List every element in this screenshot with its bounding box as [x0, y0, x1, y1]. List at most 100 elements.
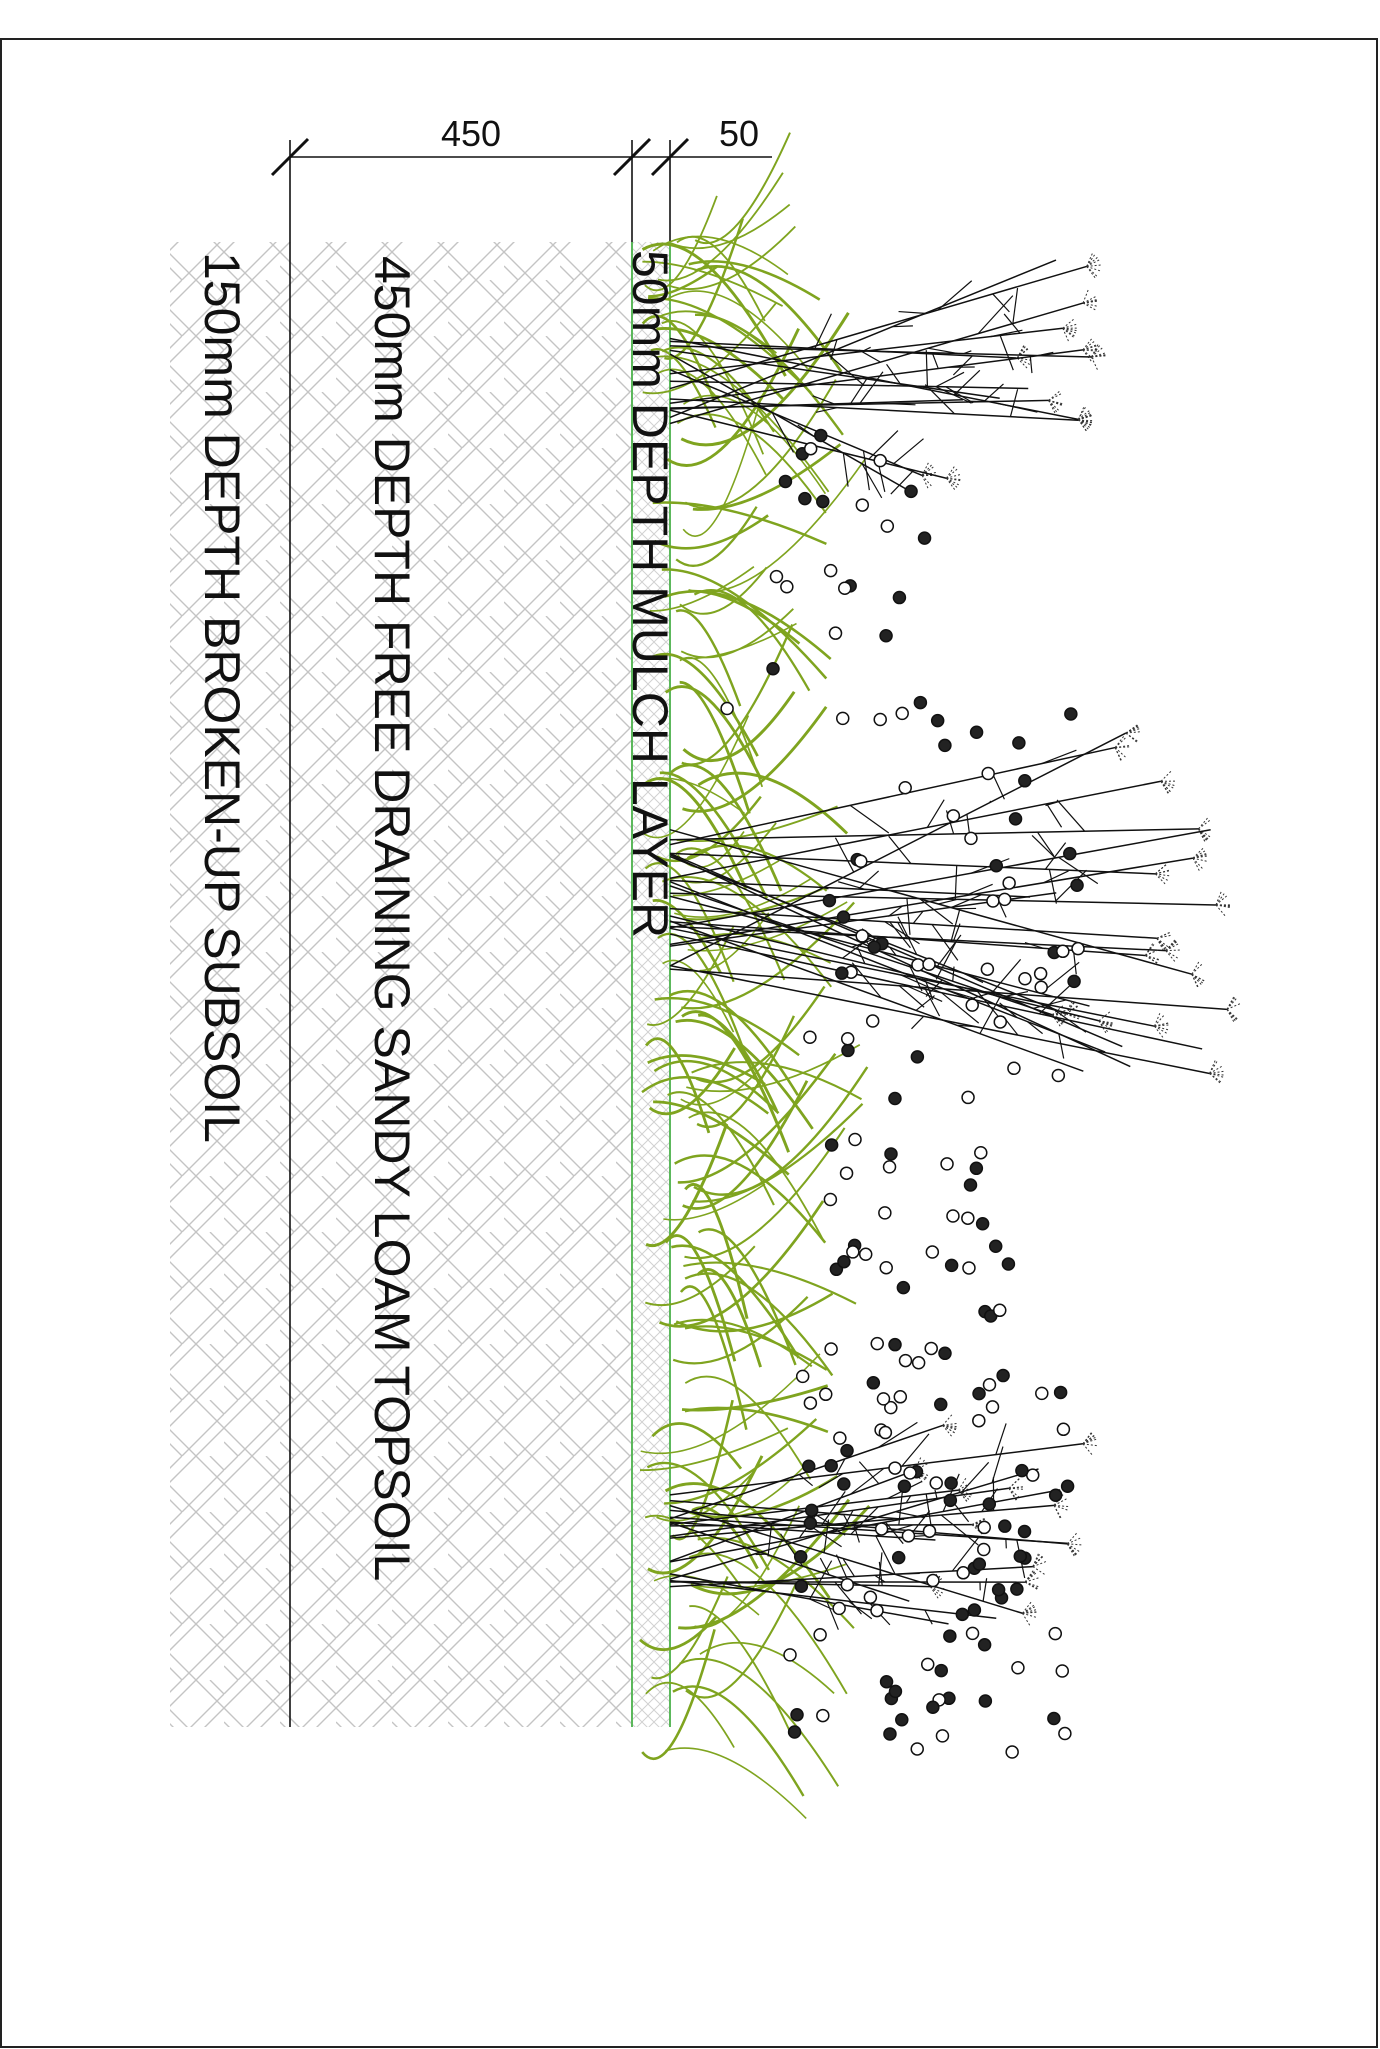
stem [669, 1468, 1039, 1580]
berry [824, 1459, 838, 1473]
berry [873, 453, 887, 468]
branch [859, 371, 884, 404]
grass-blade [666, 290, 809, 370]
stem [669, 1443, 1083, 1496]
seed-head [1024, 1581, 1038, 1590]
seed-head [1016, 345, 1025, 359]
berry [888, 1091, 902, 1106]
berry [1017, 1524, 1032, 1539]
branch [895, 1511, 926, 1519]
berry [823, 563, 838, 578]
branch [838, 881, 866, 891]
seed-head [1114, 747, 1122, 761]
berry [1063, 846, 1077, 861]
seed-head [1215, 904, 1230, 907]
berry [787, 1725, 802, 1739]
branch [868, 430, 899, 460]
branch [992, 773, 1005, 800]
berry [965, 998, 979, 1012]
seed-head [946, 474, 961, 479]
branch [954, 865, 958, 900]
grass-blade [699, 1641, 835, 1695]
berry [870, 1336, 884, 1351]
layer-label: 450mm DEPTH FREE DRAINING SANDY LOAM TOP… [364, 256, 420, 1581]
grass-blade [650, 348, 717, 429]
berry [836, 910, 851, 924]
branch [995, 1423, 1007, 1455]
seed-head [1125, 728, 1140, 734]
seed-head [1091, 355, 1106, 358]
seed-head [1209, 1072, 1224, 1078]
seed-head [1114, 747, 1122, 761]
stem [669, 968, 1228, 1011]
branch [906, 1495, 912, 1503]
grass-blade [670, 203, 791, 250]
seed-head [1209, 1070, 1224, 1074]
branch [924, 384, 955, 415]
berry [911, 1356, 926, 1370]
grass-blade [699, 912, 770, 972]
branch [859, 1526, 861, 1528]
branch [890, 469, 915, 495]
dimension-tick [612, 137, 652, 177]
branch [809, 1560, 833, 1600]
seed-head [1154, 1022, 1169, 1027]
grass-blade [692, 443, 842, 511]
seed-head [1091, 354, 1106, 358]
seed-head [1082, 1436, 1096, 1445]
seed-head [1209, 1072, 1224, 1076]
berry [1047, 1711, 1061, 1726]
seed-head [1086, 265, 1101, 272]
branch [953, 369, 981, 396]
grass-blade [647, 1455, 764, 1575]
branch [903, 983, 943, 1002]
branch [815, 407, 838, 413]
berry [838, 581, 852, 595]
seed-head [1082, 344, 1097, 351]
branch [878, 1421, 918, 1448]
seed-head [1115, 746, 1130, 749]
stem [669, 732, 1127, 967]
seed-head [1165, 949, 1180, 952]
berry [879, 1675, 894, 1689]
berry [848, 1132, 862, 1147]
berry [955, 1607, 970, 1622]
grass-blade [674, 847, 786, 981]
berry [903, 1466, 917, 1480]
layer-label: 50mm DEPTH MULCH LAYER [622, 250, 678, 938]
berry [898, 1353, 913, 1368]
berry [910, 1742, 924, 1756]
berry [981, 766, 995, 781]
berry [965, 1626, 980, 1641]
berry [835, 966, 849, 980]
seed-head [1022, 1611, 1037, 1614]
branch [924, 979, 934, 1001]
berry [888, 1337, 902, 1352]
berry [975, 1217, 990, 1231]
branch [931, 924, 959, 961]
branch [946, 989, 976, 1000]
seed-head [1125, 725, 1139, 734]
branch [888, 403, 916, 406]
branch [962, 972, 984, 984]
seed-head [1125, 725, 1139, 734]
seed-head [1192, 855, 1207, 859]
stem [669, 265, 1087, 390]
seed-head [1022, 1613, 1031, 1626]
stem [669, 857, 1194, 946]
grass-blade [692, 1103, 864, 1203]
branch [999, 335, 1014, 371]
berry [978, 1694, 993, 1708]
berry [801, 1459, 816, 1473]
branch [900, 974, 941, 993]
berry [841, 1043, 855, 1058]
branch [812, 395, 835, 405]
grass-blade [639, 1616, 717, 1651]
berry [840, 1032, 855, 1046]
berry [876, 1392, 891, 1406]
seed-head [942, 1422, 957, 1426]
berry [982, 1497, 997, 1511]
stem [669, 345, 1092, 358]
berry [972, 1557, 987, 1571]
berry [790, 1708, 804, 1722]
